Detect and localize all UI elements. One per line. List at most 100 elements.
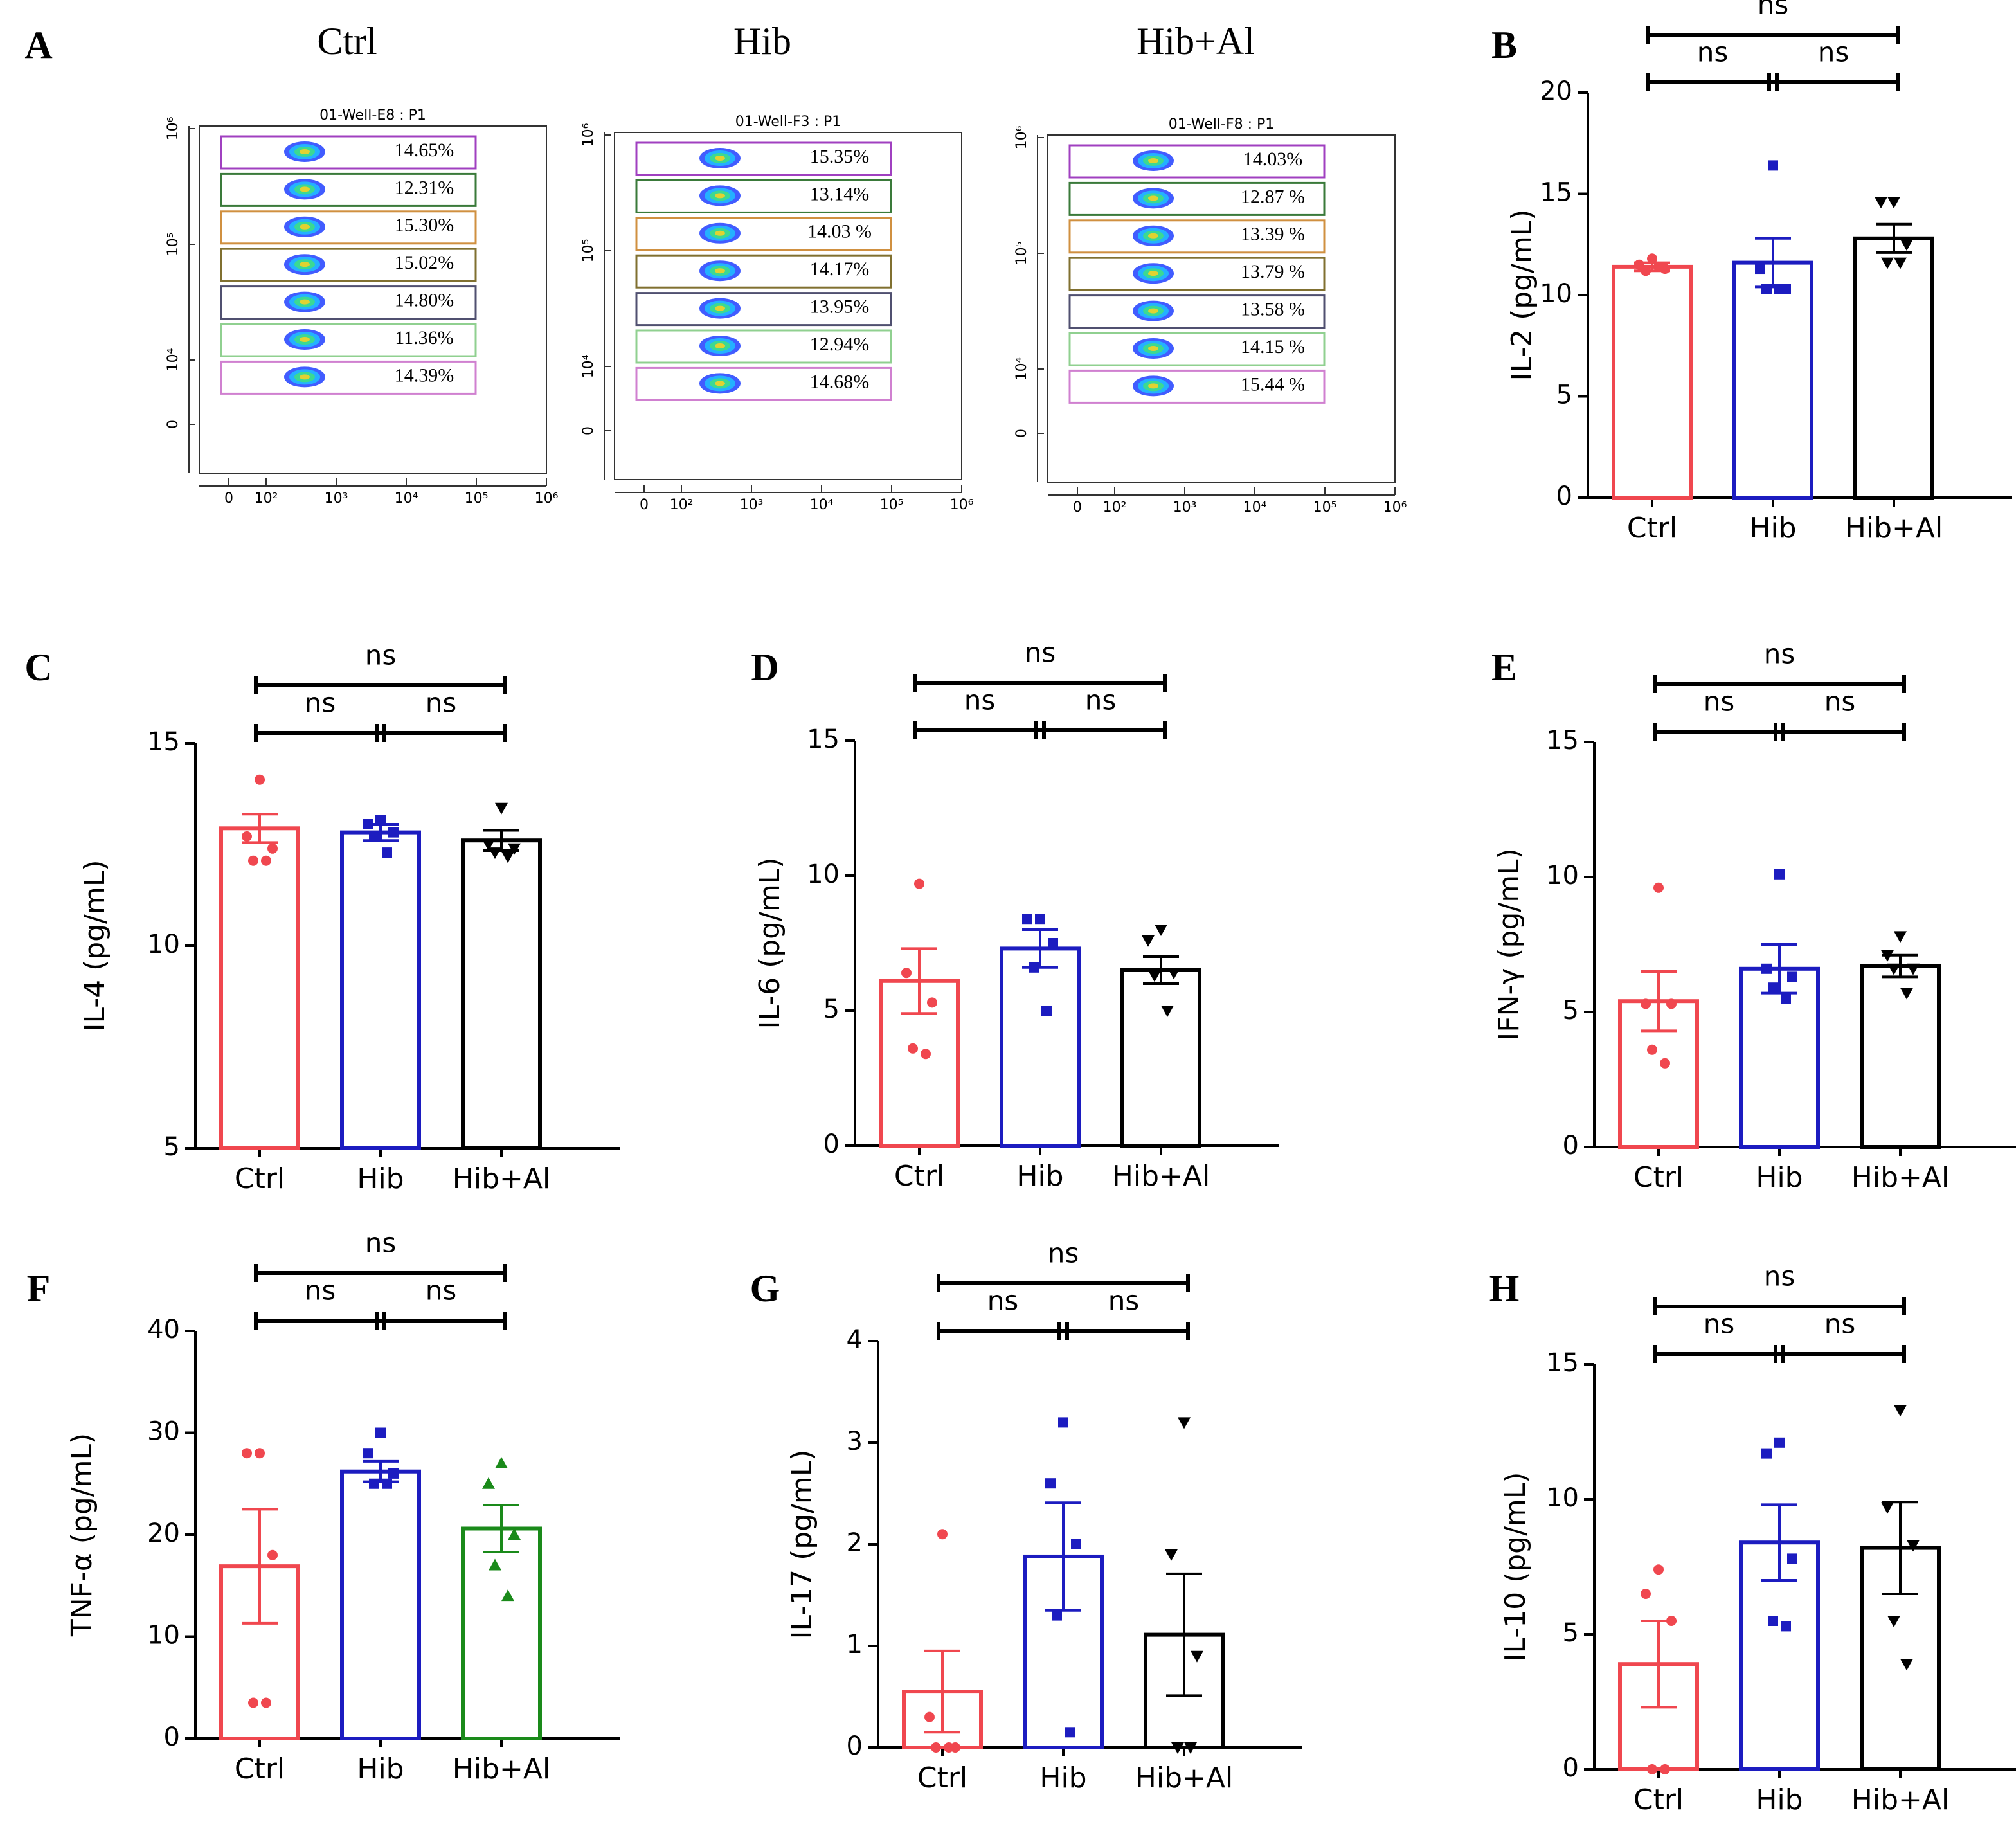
data-point bbox=[1894, 257, 1907, 269]
significance-bracket bbox=[375, 1312, 507, 1330]
data-point bbox=[495, 802, 508, 815]
data-point bbox=[1041, 1006, 1052, 1016]
data-point bbox=[1774, 1437, 1785, 1448]
column-title: Hib bbox=[734, 20, 791, 62]
data-point bbox=[1647, 1044, 1657, 1055]
x-tick-label: Hib bbox=[1749, 512, 1796, 545]
y-tick-label: 0 bbox=[1563, 1131, 1579, 1160]
y-tick-label: 4 bbox=[847, 1325, 863, 1355]
y-tick-label: 15 bbox=[807, 725, 840, 754]
y-tick-label: 10 bbox=[1546, 1483, 1579, 1513]
significance-label: ns bbox=[1025, 637, 1056, 669]
x-tick-label: 10⁴ bbox=[1243, 500, 1267, 516]
error-bar bbox=[242, 813, 278, 844]
data-point bbox=[1881, 950, 1894, 962]
x-tick-label: 10² bbox=[255, 491, 278, 507]
event-cloud bbox=[1148, 308, 1158, 314]
gate-label: 14.03 % bbox=[807, 221, 872, 242]
data-point bbox=[1071, 1539, 1081, 1549]
gate-label: 13.58 % bbox=[1241, 298, 1305, 320]
bar bbox=[1612, 264, 1693, 500]
event-cloud bbox=[300, 186, 310, 192]
x-tick-label: 10⁵ bbox=[465, 491, 489, 507]
x-tick-label: Hib+Al bbox=[1112, 1160, 1210, 1193]
significance-bracket bbox=[254, 676, 507, 694]
data-point bbox=[1167, 968, 1180, 980]
data-point bbox=[1894, 931, 1907, 943]
data-point bbox=[1029, 962, 1039, 973]
error-bar bbox=[1641, 970, 1677, 1033]
significance-label: ns bbox=[1048, 1238, 1079, 1269]
y-tick-label: 10⁶ bbox=[1014, 125, 1030, 149]
data-point bbox=[931, 1742, 941, 1753]
significance-label: ns bbox=[1108, 1285, 1140, 1317]
gate-label: 12.87 % bbox=[1241, 186, 1305, 207]
gate-label: 12.31% bbox=[395, 177, 455, 198]
data-point bbox=[363, 819, 373, 829]
gate bbox=[1068, 332, 1326, 366]
y-tick-label: 0 bbox=[164, 1722, 180, 1752]
panel-label: H bbox=[1490, 1267, 1520, 1310]
plot-frame bbox=[614, 132, 962, 480]
significance-bracket bbox=[1774, 723, 1906, 741]
data-point bbox=[1142, 935, 1155, 947]
x-tick-label: Ctrl bbox=[235, 1162, 285, 1195]
data-point bbox=[1165, 1549, 1178, 1561]
significance-label: ns bbox=[1704, 686, 1735, 718]
data-point bbox=[901, 968, 912, 979]
gate bbox=[635, 179, 892, 213]
y-tick-label: 0 bbox=[1556, 482, 1572, 511]
data-point bbox=[1048, 938, 1058, 948]
event-cloud bbox=[300, 299, 310, 305]
y-tick-label: 10 bbox=[1540, 279, 1572, 309]
data-point bbox=[1647, 253, 1657, 264]
panel-label: A bbox=[24, 24, 52, 66]
y-tick-label: 0 bbox=[165, 420, 181, 429]
data-point bbox=[1660, 1058, 1670, 1069]
significance-label: ns bbox=[1824, 686, 1856, 718]
data-point bbox=[1900, 1659, 1913, 1671]
gate-label: 14.03% bbox=[1243, 149, 1303, 170]
data-point bbox=[1755, 264, 1765, 275]
significance-label: ns bbox=[426, 687, 457, 719]
y-tick-label: 5 bbox=[1563, 1618, 1579, 1648]
data-point bbox=[1881, 1502, 1894, 1514]
gate bbox=[1068, 369, 1326, 404]
gate bbox=[635, 292, 892, 327]
x-tick-label: 10⁵ bbox=[880, 497, 904, 513]
error-bar bbox=[1022, 928, 1058, 969]
y-axis-label: IL-2 (pg/mL) bbox=[1506, 210, 1538, 381]
data-point bbox=[1787, 971, 1797, 982]
data-point bbox=[495, 1457, 508, 1469]
significance-bracket bbox=[914, 721, 1046, 739]
y-tick-label: 10⁴ bbox=[580, 354, 597, 378]
significance-bracket bbox=[937, 1274, 1190, 1292]
y-tick-label: 15 bbox=[147, 727, 180, 757]
y-axis-label: IFN-γ (pg/mL) bbox=[1493, 848, 1526, 1041]
error-bar bbox=[363, 1459, 399, 1483]
significance-label: ns bbox=[305, 687, 336, 719]
panel-label: B bbox=[1491, 24, 1517, 66]
significance-label: ns bbox=[1818, 37, 1850, 68]
plot-title: 01-Well-F8 : P1 bbox=[1169, 116, 1275, 132]
data-point bbox=[1148, 970, 1161, 982]
plot-title: 01-Well-F3 : P1 bbox=[735, 114, 842, 130]
significance-label: ns bbox=[1697, 37, 1729, 68]
data-point bbox=[1761, 1448, 1772, 1459]
gate bbox=[220, 210, 477, 245]
data-point bbox=[242, 1448, 252, 1459]
gate-label: 14.39% bbox=[395, 365, 455, 386]
gate-label: 14.80% bbox=[395, 289, 455, 311]
x-tick-label: 0 bbox=[640, 497, 649, 513]
x-tick-label: 10² bbox=[670, 497, 694, 513]
data-point bbox=[489, 847, 501, 860]
panel-label: E bbox=[1491, 646, 1517, 689]
event-cloud bbox=[1148, 195, 1158, 201]
event-cloud bbox=[715, 381, 725, 386]
gate bbox=[1068, 294, 1326, 329]
data-point bbox=[944, 1742, 954, 1753]
event-cloud bbox=[1148, 233, 1158, 239]
x-tick-label: Ctrl bbox=[1627, 512, 1677, 545]
error-bar bbox=[1045, 1501, 1081, 1612]
x-tick-label: 10³ bbox=[740, 497, 764, 513]
